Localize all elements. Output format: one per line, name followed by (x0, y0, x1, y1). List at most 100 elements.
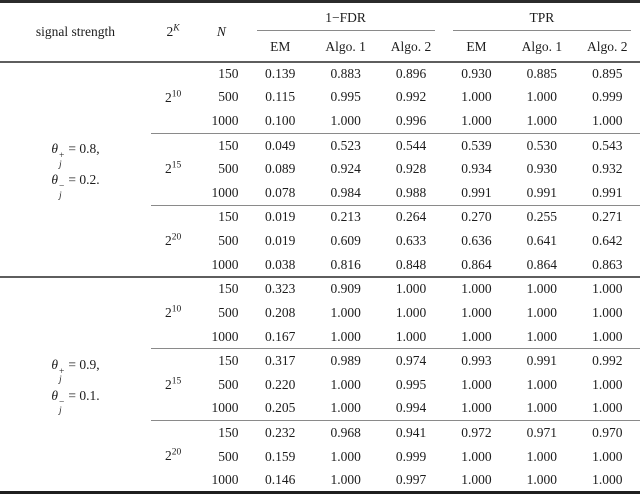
value-cell: 0.078 (265, 184, 296, 200)
value-cell: 0.100 (265, 113, 296, 129)
signal-strength-label: θ + j = 0.9, θ − j = 0.1. (0, 276, 151, 493)
value-cell: 1.000 (461, 304, 492, 320)
theta-sub: j (58, 406, 62, 416)
value-cell: 0.220 (265, 376, 296, 392)
value-cell: 1.000 (461, 376, 492, 392)
value-cell: 1.000 (526, 113, 558, 129)
table-row: 220 150 0.232 0.968 0.941 0.972 0.971 0.… (0, 420, 640, 493)
value-cell: 0.895 (592, 65, 623, 81)
value-cell: 1.000 (330, 376, 361, 392)
theta-value-2: = 0.1. (68, 387, 100, 403)
value-cell: 0.991 (526, 184, 558, 200)
value-cell: 1.000 (461, 113, 492, 129)
value-cell: 0.992 (395, 89, 427, 105)
value-cell: 1.000 (526, 471, 558, 487)
value-cell: 0.996 (395, 113, 427, 129)
value-cell: 0.641 (526, 233, 558, 249)
table-row: 500 0.208 1.000 1.000 1.000 1.000 1.000 (0, 301, 640, 325)
table-row: 500 0.159 1.000 0.999 1.000 1.000 1.000 (0, 445, 640, 469)
value-cell: 1.000 (461, 89, 492, 105)
value-cell: 1.000 (509, 276, 575, 301)
value-cell: 0.991 (461, 184, 492, 200)
value-cell: 1.000 (592, 471, 623, 487)
table-row: 500 0.115 0.995 0.992 1.000 1.000 0.999 (0, 85, 640, 109)
header-k: 2K (150, 1, 196, 63)
k-exponent: 20 (171, 447, 182, 458)
value-cell: 0.271 (574, 204, 640, 230)
subheader-algo1-fdr: Algo. 1 (312, 33, 379, 63)
k-base: 2 (164, 161, 172, 177)
table-row: θ + j = 0.9, θ − j = 0.1. 210 150 0.323 0.909 … (0, 276, 640, 493)
table-row: θ + j = 0.8, θ − j = 0.2. 210 150 0.139 0.883 … (0, 62, 640, 200)
value-cell: 1.000 (526, 304, 558, 320)
value-cell: 0.270 (443, 204, 510, 230)
header-sub-row: EM Algo. 1 Algo. 2 EM Algo. 1 Algo. 2 (0, 33, 640, 63)
theta-sub: j (58, 375, 62, 385)
value-cell: 0.213 (312, 204, 379, 230)
signal-line-2: θ − j = 0.2. (0, 169, 151, 200)
value-cell: 0.864 (526, 256, 558, 272)
value-cell: 0.019 (247, 204, 313, 230)
value-cell: 0.636 (461, 233, 492, 249)
value-cell: 0.994 (395, 400, 427, 416)
value-cell: 0.928 (395, 161, 427, 177)
value-cell: 1.000 (526, 89, 558, 105)
signal-line-1: θ + j = 0.8, (0, 138, 151, 169)
value-cell: 0.999 (395, 448, 427, 464)
table-row: 215 150 0.317 0.989 0.974 0.993 0.991 0.… (0, 348, 640, 421)
n-value-cell: 500 (218, 304, 239, 320)
value-cell: 0.848 (395, 256, 427, 272)
value-cell: 1.000 (574, 276, 640, 301)
table-row: 500 0.019 0.609 0.633 0.636 0.641 0.642 (0, 229, 640, 253)
value-cell: 0.970 (574, 420, 640, 445)
value-cell: 0.115 (265, 89, 296, 105)
value-cell: 1.000 (330, 113, 361, 129)
n-value-cell: 1000 (211, 184, 239, 200)
n-value-cell: 150 (195, 276, 248, 301)
n-value-cell: 1000 (211, 400, 239, 416)
value-cell: 0.139 (265, 65, 296, 81)
value-cell: 0.972 (443, 420, 510, 445)
section-signal-0.9: θ + j = 0.9, θ − j = 0.1. 210 150 0.323 0.909 … (0, 276, 640, 493)
table-row: 1000 0.078 0.984 0.988 0.991 0.991 0.991 (0, 181, 640, 205)
n-value-cell: 500 (218, 233, 239, 249)
n-value-cell: 1000 (211, 471, 239, 487)
theta-sup: + (58, 366, 65, 377)
value-cell: 0.264 (378, 204, 444, 230)
n-value-cell: 1000 (211, 256, 239, 272)
value-cell: 0.999 (592, 89, 623, 105)
value-cell: 1.000 (526, 400, 558, 416)
value-cell: 1.000 (461, 471, 492, 487)
theta-sup: − (58, 182, 65, 193)
k-value-cell: 220 (150, 204, 196, 277)
k-value-cell: 220 (150, 420, 196, 493)
value-cell: 1.000 (526, 376, 558, 392)
group-label-1-fdr: 1−FDR (256, 10, 435, 31)
value-cell: 1.000 (461, 400, 492, 416)
value-cell: 1.000 (592, 328, 623, 344)
value-cell: 0.816 (330, 256, 361, 272)
subheader-algo2-fdr: Algo. 2 (378, 33, 444, 63)
theta-supsub: + j (58, 366, 65, 385)
value-cell: 1.000 (526, 328, 558, 344)
value-cell: 0.539 (443, 132, 510, 158)
value-cell: 0.988 (395, 184, 427, 200)
value-cell: 0.974 (378, 348, 444, 373)
value-cell: 0.317 (247, 348, 313, 373)
k-exponent: 15 (171, 160, 182, 171)
value-cell: 1.000 (395, 304, 427, 320)
theta-value-1: = 0.9, (68, 356, 100, 372)
value-cell: 1.000 (330, 328, 361, 344)
k-exponent: 10 (171, 304, 182, 315)
n-value-cell: 500 (218, 376, 239, 392)
theta-sup: − (58, 397, 65, 408)
theta-supsub: − j (58, 397, 65, 416)
value-cell: 0.984 (330, 184, 361, 200)
value-cell: 0.530 (509, 132, 575, 158)
theta-sub: j (58, 190, 62, 201)
value-cell: 0.992 (574, 348, 640, 373)
value-cell: 1.000 (330, 400, 361, 416)
value-cell: 0.864 (461, 256, 492, 272)
value-cell: 0.995 (330, 89, 361, 105)
n-value-cell: 500 (218, 448, 239, 464)
